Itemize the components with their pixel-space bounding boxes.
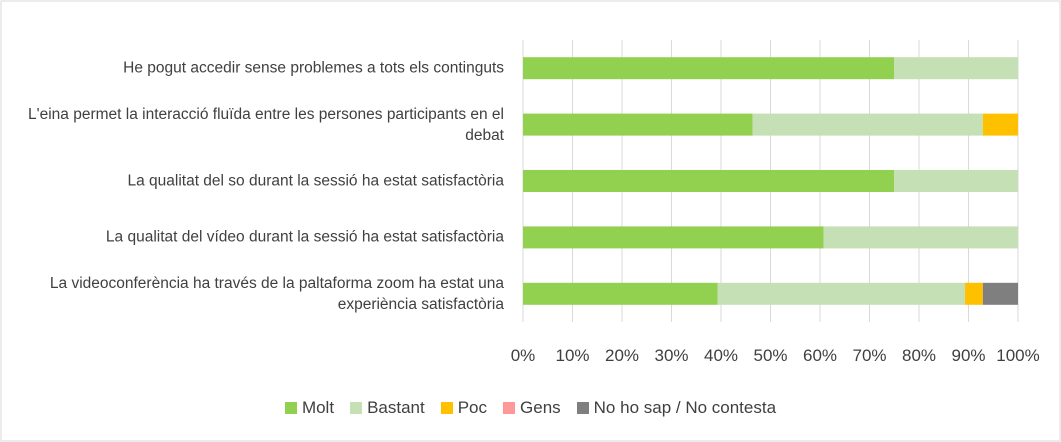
bar-segment (752, 113, 983, 136)
x-tick-label: 10% (555, 346, 590, 365)
legend-label: Gens (520, 398, 561, 417)
x-tick-label: 30% (654, 346, 689, 365)
y-tick-label: He pogut accedir sense problemes a tots … (123, 59, 504, 77)
y-tick-label: La qualitat del so durant la sessió ha e… (127, 172, 504, 190)
x-tick-label: 80% (901, 346, 937, 365)
x-tick-label: 50% (753, 346, 788, 365)
bar-segment (982, 113, 1018, 136)
legend-item: Bastant (350, 398, 425, 418)
legend-swatch (284, 402, 297, 414)
legend-item: Molt (284, 398, 335, 418)
y-tick-label: La qualitat del vídeo durant la sessió h… (105, 228, 504, 246)
bar-segment (523, 170, 895, 192)
legend-label: Poc (457, 398, 488, 417)
legend-swatch (503, 402, 516, 414)
legend-label: Bastant (367, 398, 425, 417)
x-tick-label: 0% (510, 346, 536, 365)
bar-segment (523, 113, 753, 136)
x-tick-label: 100% (996, 346, 1040, 365)
y-tick-label: La videoconferència ha través de la palt… (49, 274, 504, 313)
x-tick-label: 20% (604, 346, 640, 365)
x-tick-label: 70% (852, 346, 887, 365)
bar-segment (965, 282, 983, 305)
bar-segment (823, 226, 1018, 249)
bar-segment (717, 282, 966, 305)
x-tick-label: 60% (802, 346, 838, 365)
x-tick-label: 40% (703, 346, 739, 365)
legend-swatch (350, 402, 363, 414)
bar-segment (894, 170, 1018, 192)
bar-segment (523, 282, 718, 305)
legend-label: Molt (301, 398, 335, 417)
legend-item: Gens (503, 398, 561, 418)
bar-segment (523, 226, 824, 249)
legend-item: No ho sap / No contesta (576, 398, 777, 418)
bar-segment (894, 57, 1018, 80)
legend-label: No ho sap / No contesta (593, 398, 777, 417)
bar-segment (982, 282, 1018, 305)
bar-segment (523, 57, 895, 80)
legend-swatch (440, 402, 453, 414)
x-tick-label: 90% (951, 346, 986, 365)
legend-swatch (576, 402, 589, 414)
y-tick-label: L'eina permet la interacció fluïda entre… (28, 105, 504, 144)
legend: Molt Bastant Poc Gens No ho sap / No contest… (0, 398, 1061, 418)
legend-item: Poc (440, 398, 488, 418)
